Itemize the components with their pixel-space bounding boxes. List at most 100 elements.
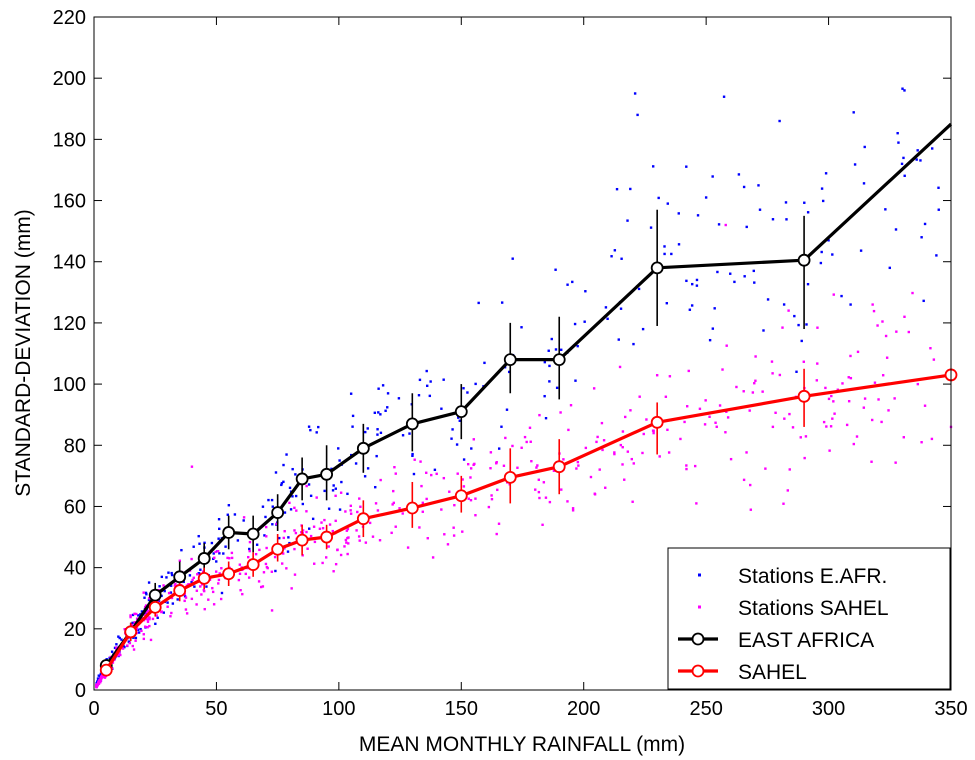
station-point bbox=[469, 467, 473, 470]
station-point bbox=[280, 482, 284, 485]
station-point bbox=[862, 406, 866, 409]
station-point bbox=[371, 535, 375, 538]
station-point bbox=[852, 442, 856, 446]
station-point bbox=[197, 534, 200, 538]
station-point bbox=[134, 636, 138, 640]
station-point bbox=[663, 245, 666, 248]
station-point bbox=[538, 413, 541, 417]
legend-marker bbox=[691, 632, 705, 646]
station-point bbox=[147, 597, 151, 600]
station-point bbox=[170, 611, 173, 615]
station-point bbox=[321, 561, 324, 565]
x-tick-label: 150 bbox=[445, 698, 478, 720]
station-point bbox=[381, 384, 385, 387]
station-point bbox=[307, 425, 311, 428]
station-point bbox=[749, 483, 752, 487]
x-axis-title: MEAN MONTHLY RAINFALL (mm) bbox=[359, 733, 685, 756]
station-point bbox=[456, 472, 459, 475]
station-point bbox=[351, 425, 354, 428]
series-marker bbox=[405, 417, 419, 431]
station-point bbox=[346, 536, 349, 540]
station-point bbox=[552, 469, 556, 472]
station-point bbox=[273, 555, 277, 559]
station-point bbox=[142, 591, 145, 594]
station-point bbox=[725, 344, 728, 347]
station-point bbox=[334, 487, 337, 490]
station-point bbox=[548, 364, 551, 368]
station-point bbox=[349, 512, 353, 515]
station-point bbox=[146, 618, 149, 621]
station-point bbox=[849, 376, 853, 380]
station-point bbox=[154, 622, 157, 626]
station-point bbox=[474, 382, 477, 386]
station-point bbox=[704, 196, 708, 199]
station-point bbox=[334, 519, 337, 523]
y-tick-label: 200 bbox=[53, 68, 86, 90]
station-point bbox=[469, 499, 473, 502]
station-point bbox=[620, 257, 623, 260]
station-point bbox=[144, 604, 148, 607]
station-point bbox=[211, 586, 214, 590]
station-point bbox=[323, 518, 326, 522]
station-point bbox=[931, 147, 934, 150]
station-point bbox=[312, 525, 316, 528]
station-point bbox=[242, 519, 245, 522]
station-point bbox=[169, 584, 173, 587]
station-point bbox=[621, 463, 624, 466]
station-point bbox=[793, 314, 796, 318]
station-point bbox=[137, 631, 141, 634]
station-point bbox=[355, 529, 358, 532]
station-point bbox=[626, 219, 629, 222]
station-point bbox=[663, 252, 666, 256]
station-point bbox=[571, 280, 574, 284]
station-point bbox=[693, 464, 697, 468]
station-point bbox=[535, 466, 538, 469]
station-point bbox=[226, 513, 229, 516]
station-point bbox=[195, 603, 198, 606]
station-point bbox=[293, 573, 297, 576]
station-point bbox=[425, 369, 428, 373]
y-tick-label: 220 bbox=[53, 7, 86, 29]
station-point bbox=[265, 546, 268, 550]
station-point bbox=[270, 570, 274, 573]
station-point bbox=[219, 597, 223, 601]
station-point bbox=[715, 425, 718, 428]
plot-frame bbox=[93, 16, 952, 691]
station-point bbox=[193, 585, 196, 588]
station-point bbox=[497, 447, 501, 450]
series-marker bbox=[148, 601, 162, 614]
station-point bbox=[332, 570, 335, 573]
station-point bbox=[364, 430, 367, 434]
station-point bbox=[457, 416, 460, 419]
station-point bbox=[896, 131, 899, 135]
station-point bbox=[632, 342, 635, 346]
station-point bbox=[786, 489, 789, 492]
station-point bbox=[345, 529, 349, 532]
station-point bbox=[397, 397, 401, 400]
station-point bbox=[554, 268, 557, 271]
station-point bbox=[215, 560, 218, 563]
station-point bbox=[496, 488, 499, 492]
station-point bbox=[686, 405, 689, 408]
station-point bbox=[604, 306, 608, 309]
station-point bbox=[641, 451, 644, 455]
station-point bbox=[228, 557, 231, 560]
station-point bbox=[185, 612, 189, 615]
station-point bbox=[695, 278, 699, 282]
station-point bbox=[729, 272, 732, 275]
station-point bbox=[462, 458, 466, 461]
station-point bbox=[113, 646, 117, 650]
station-point bbox=[490, 497, 494, 501]
station-point bbox=[584, 446, 588, 450]
station-point bbox=[162, 584, 165, 587]
station-point bbox=[742, 478, 746, 482]
station-point bbox=[920, 441, 923, 444]
station-point bbox=[290, 587, 293, 590]
station-point bbox=[394, 472, 397, 475]
station-point bbox=[784, 201, 788, 204]
station-point bbox=[714, 421, 717, 424]
station-point bbox=[140, 610, 144, 613]
station-point bbox=[827, 397, 831, 401]
station-point bbox=[195, 589, 199, 592]
station-point bbox=[600, 421, 604, 425]
